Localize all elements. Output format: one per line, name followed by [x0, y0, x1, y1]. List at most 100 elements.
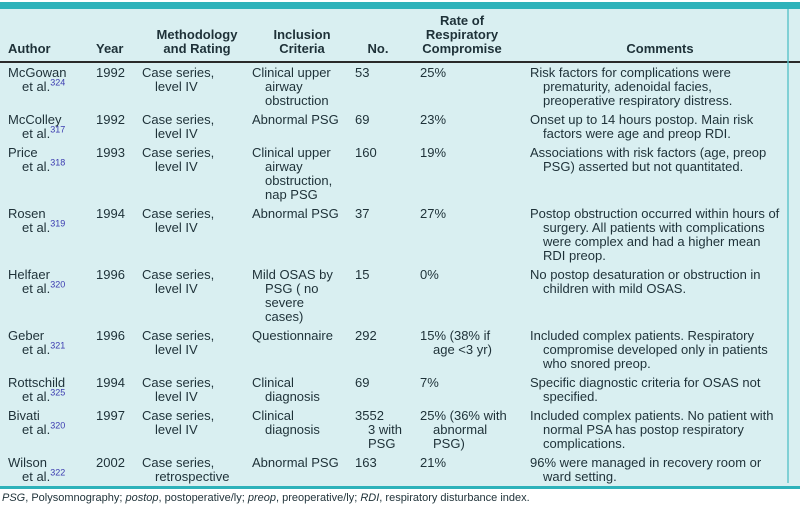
author-etal: et al.317 [22, 124, 66, 141]
top-margin [0, 0, 800, 2]
cell-no: 15 [355, 267, 370, 282]
table-row: Rosen et al.319 1994 Case series, level IV A… [0, 204, 800, 265]
reference-superscript: 324 [50, 77, 66, 88]
cell-rate: 15% (38% if age <3 yr) [420, 328, 492, 357]
author-name: McColley [8, 112, 62, 127]
cell-author: Price et al.318 [0, 143, 96, 204]
column-header-comments: Comments [520, 9, 800, 63]
author-name: Bivati [8, 408, 40, 423]
cell-comments: Onset up to 14 hours postop. Main risk f… [530, 112, 754, 141]
cell-methodology: Case series, level IV [142, 145, 215, 174]
table-header: Author Year Methodology and Rating Inclu… [0, 9, 800, 63]
cell-inclusion: Clinical upper airway obstruction [252, 65, 331, 108]
cell-methodology: Case series, level IV [142, 206, 215, 235]
cell-year: 1997 [96, 408, 125, 423]
cell-author: Wilson et al.322 [0, 453, 96, 486]
author-name: McGowan [8, 65, 67, 80]
cell-year: 1994 [96, 375, 125, 390]
cell-year: 1994 [96, 206, 125, 221]
column-header-no: No. [352, 9, 404, 63]
reference-superscript: 320 [50, 420, 66, 431]
cell-comments: No postop desaturation or obstruction in… [530, 267, 761, 296]
cell-no: 3552 3 with PSG [355, 408, 402, 451]
footnote-abbreviation: postop [125, 492, 159, 504]
table-row: McColley et al.317 1992 Case series, level … [0, 110, 800, 143]
author-name: Rottschild [8, 375, 66, 390]
cell-methodology: Case series, level IV [142, 375, 215, 404]
footnote-text: , Polysomnography; [25, 492, 126, 504]
cell-methodology: Case series, level IV [142, 328, 215, 357]
cell-methodology: Case series, retrospective [142, 455, 230, 484]
author-etal: et al.319 [22, 218, 66, 235]
cell-author: Helfaer et al.320 [0, 265, 96, 326]
author-etal: et al.321 [22, 340, 66, 357]
cell-methodology: Case series, level IV [142, 112, 215, 141]
header-row: Author Year Methodology and Rating Inclu… [0, 9, 800, 63]
cell-year: 1992 [96, 112, 125, 127]
column-header-methodology: Methodology and Rating [142, 9, 252, 63]
reference-superscript: 322 [50, 467, 66, 478]
cell-rate: 27% [420, 206, 447, 221]
cell-no: 163 [355, 455, 377, 470]
author-etal: et al.320 [22, 279, 66, 296]
table-row: Helfaer et al.320 1996 Case series, level I… [0, 265, 800, 326]
table-body: McGowan et al.324 1992 Case series, level I… [0, 62, 800, 486]
footnote-abbreviation: PSG [2, 492, 26, 504]
cell-comments: Postop obstruction occurred within hours… [530, 206, 780, 263]
cell-rate: 25% (36% with abnormal PSG) [420, 408, 507, 451]
cell-author: Rosen et al.319 [0, 204, 96, 265]
reference-superscript: 320 [50, 279, 66, 290]
cell-rate: 0% [420, 267, 439, 282]
cell-rate: 25% [420, 65, 447, 80]
cell-year: 1996 [96, 328, 125, 343]
reference-superscript: 319 [50, 218, 66, 229]
author-etal: et al.320 [22, 420, 66, 437]
cell-inclusion: Questionnaire [252, 328, 333, 343]
author-name: Rosen [8, 206, 46, 221]
author-etal: et al.324 [22, 77, 66, 94]
cell-no: 292 [355, 328, 377, 343]
author-etal: et al.325 [22, 387, 66, 404]
cell-methodology: Case series, level IV [142, 408, 215, 437]
cell-comments: Included complex patients. Respiratory c… [530, 328, 768, 371]
cell-comments: Specific diagnostic criteria for OSAS no… [530, 375, 761, 404]
cell-inclusion: Abnormal PSG [252, 455, 339, 470]
evidence-table: Author Year Methodology and Rating Inclu… [0, 9, 800, 486]
cell-author: McGowan et al.324 [0, 62, 96, 110]
cell-year: 1993 [96, 145, 125, 160]
reference-superscript: 321 [50, 340, 66, 351]
cell-comments: Associations with risk factors (age, pre… [530, 145, 767, 174]
table-row: Wilson et al.322 2002 Case series, retrospe… [0, 453, 800, 486]
cell-inclusion: Abnormal PSG [252, 112, 339, 127]
column-header-rate: Rate of Respiratory Compromise [404, 9, 520, 63]
table-row: Geber et al.321 1996 Case series, level IV Q… [0, 326, 800, 373]
table-row: McGowan et al.324 1992 Case series, level I… [0, 62, 800, 110]
cell-comments: Risk factors for complications were prem… [530, 65, 733, 108]
cell-no: 160 [355, 145, 377, 160]
cell-methodology: Case series, level IV [142, 267, 215, 296]
cell-year: 1996 [96, 267, 125, 282]
page-edge-artifact-line [787, 9, 789, 483]
cell-inclusion: Clinical upper airway obstruction, nap P… [252, 145, 333, 202]
reference-superscript: 318 [50, 157, 66, 168]
cell-rate: 23% [420, 112, 447, 127]
cell-rate: 7% [420, 375, 439, 390]
cell-rate: 19% [420, 145, 447, 160]
author-etal: et al.318 [22, 157, 66, 174]
cell-inclusion: Clinical diagnosis [252, 375, 320, 404]
table-area: Author Year Methodology and Rating Inclu… [0, 9, 800, 486]
cell-comments: Included complex patients. No patient wi… [530, 408, 774, 451]
table-top-accent-bar [0, 2, 800, 9]
footnote-text: , respiratory disturbance index. [379, 492, 530, 504]
author-name: Helfaer [8, 267, 50, 282]
author-name: Geber [8, 328, 45, 343]
cell-no: 53 [355, 65, 370, 80]
cell-inclusion: Clinical diagnosis [252, 408, 320, 437]
cell-year: 2002 [96, 455, 125, 470]
cell-no: 69 [355, 112, 370, 127]
author-name: Price [8, 145, 38, 160]
table-row: Rottschild et al.325 1994 Case series, leve… [0, 373, 800, 406]
footnote: PSG, Polysomnography; postop, postoperat… [0, 489, 800, 505]
cell-author: Bivati et al.320 [0, 406, 96, 453]
cell-inclusion: Mild OSAS by PSG ( no severe cases) [252, 267, 333, 324]
